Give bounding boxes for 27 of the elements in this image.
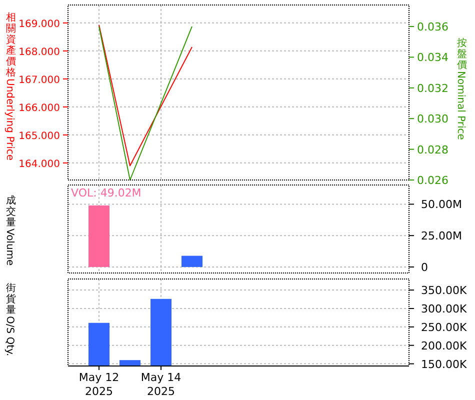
y-tick-label: 50.00M	[421, 198, 462, 212]
y2-tick-label: 0.036	[417, 20, 448, 34]
x-tick-label: May 14 2025	[140, 371, 182, 398]
y2-axis-title: 按盤價Nominal Price	[455, 37, 467, 140]
y-tick-label: 165.000	[18, 130, 60, 142]
y2-tick-label: 0.032	[417, 82, 448, 95]
y-tick-label: 166.000	[18, 102, 60, 114]
y-tick-label: 169.000	[18, 18, 60, 30]
y-axis-title: 相關資產價格Underlying Price	[4, 12, 16, 161]
y-tick-label: 168.000	[18, 46, 60, 58]
y-tick-label: 150.00K	[421, 358, 468, 371]
y-axis-title: 成交量Volume	[4, 194, 16, 266]
y2-tick-label: 0.026	[417, 174, 448, 187]
y-tick-label: 164.000	[18, 158, 60, 170]
y2-tick-label: 0.028	[417, 143, 448, 156]
y2-tick-label: 0.030	[417, 112, 448, 126]
annotation: VOL: 49.02M	[71, 186, 142, 200]
x-tick-label: May 12 2025	[78, 371, 120, 398]
y-tick-label: 200.00K	[421, 339, 468, 352]
y2-tick-label: 0.034	[417, 51, 448, 64]
y-tick-label: 300.00K	[421, 302, 468, 316]
y-tick-label: 167.000	[18, 74, 60, 86]
y-tick-label: 350.00K	[421, 284, 468, 298]
y-tick-label: 250.00K	[421, 320, 468, 334]
y-axis-title: 街貨量O/S Qty.	[4, 282, 16, 356]
y-tick-label: 0	[421, 260, 428, 274]
y-tick-label: 25.00M	[421, 230, 462, 243]
